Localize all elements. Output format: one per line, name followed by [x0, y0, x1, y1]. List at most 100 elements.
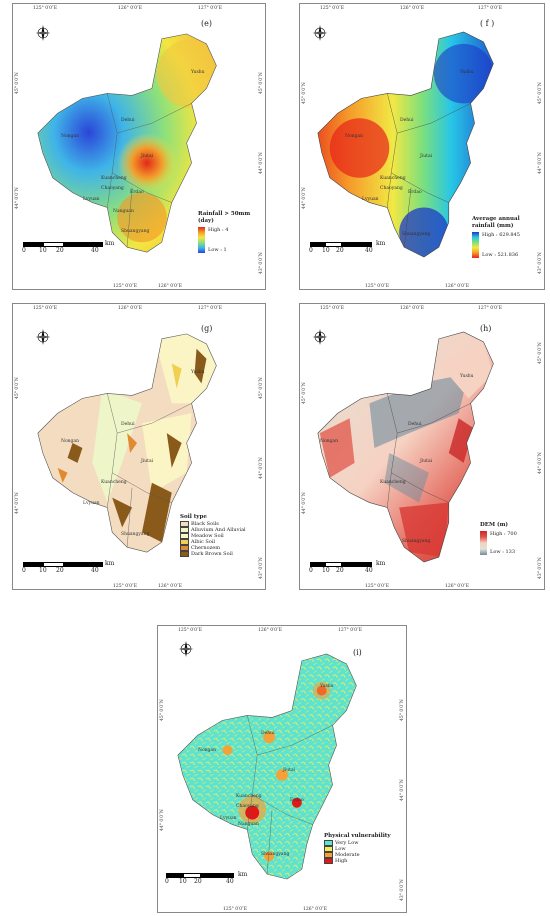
scale-tick-20: 20	[56, 247, 64, 254]
place-yushu: Yushu	[191, 370, 205, 375]
legend-physical-vulnerability: Physical vulnerability Very Low Low Mode…	[324, 833, 402, 864]
coord-top-3: 127° 0′0″E	[478, 306, 502, 311]
coord-top-2: 126° 0′0″E	[400, 6, 424, 11]
scale-tick-20: 20	[336, 247, 344, 254]
coord-bottom-2: 126° 0′0″E	[445, 284, 469, 289]
coord-bottom-2: 126° 0′0″E	[158, 584, 182, 589]
legend-item: Low	[324, 846, 402, 852]
legend-swatch	[324, 845, 333, 852]
place-lvyuan: Lvyuan	[362, 197, 379, 202]
legend-high: High : 629.845	[482, 231, 520, 238]
legend-item: Meadow Soil	[180, 533, 260, 539]
coord-bottom-1: 125° 0′0″E	[223, 907, 247, 912]
legend-swatch	[180, 520, 189, 527]
coord-left-2: 44° 0′0″N	[15, 187, 20, 209]
place-chaoyang: Chaoyang	[236, 804, 259, 809]
place-jiutai: Jiutai	[420, 154, 433, 159]
map-panel-f: ( f ) 125° 0′0″E 126° 0′0″E 127° 0′0″E 1…	[299, 3, 545, 290]
coord-top-1: 125° 0′0″E	[320, 6, 344, 11]
place-jiutai: Jiutai	[141, 154, 154, 159]
coord-left-1: 45° 0′0″N	[302, 82, 307, 104]
legend-item: Moderate	[324, 852, 402, 858]
scale-unit: km	[376, 560, 386, 567]
legend-annual-rainfall: Average annual rainfall (mm) High : 629.…	[472, 216, 538, 258]
place-nongan: Nongan	[61, 134, 80, 139]
place-chaoyang: Chaoyang	[380, 186, 403, 191]
coord-right-1: 45° 0′0″N	[259, 377, 264, 399]
legend-title: Physical vulnerability	[324, 833, 391, 839]
legend-low: Low : 521.836	[482, 251, 519, 258]
scale-tick-40: 40	[226, 878, 234, 885]
north-arrow-icon	[35, 326, 51, 348]
coord-left-1: 45° 0′0″N	[302, 382, 307, 404]
north-arrow-icon	[312, 326, 328, 348]
scale-bar: 0 10 20 40 km	[309, 560, 385, 574]
legend-item: Very Low	[324, 840, 402, 846]
place-lvyuan: Lvyuan	[220, 816, 237, 821]
scale-tick-0: 0	[22, 567, 26, 574]
legend-swatch	[324, 851, 333, 858]
map-panel-e: (e) 125° 0′0″E 126° 0′0″E 127° 0′0″E 125…	[12, 3, 266, 290]
coord-top-2: 126° 0′0″E	[400, 306, 424, 311]
legend-swatch	[324, 857, 333, 864]
place-jiutai: Jiutai	[420, 459, 433, 464]
scale-tick-40: 40	[91, 567, 99, 574]
coord-top-3: 127° 0′0″E	[478, 6, 502, 11]
legend-dem: DEM (m) High : 700 Low : 133	[480, 522, 540, 555]
coord-top-3: 127° 0′0″E	[338, 628, 362, 633]
place-dehui: Dehui	[261, 731, 275, 736]
legend-item: Chernozem	[180, 545, 260, 551]
coord-right-1: 45° 0′0″N	[538, 342, 543, 364]
coord-right-3: 43° 0′0″N	[538, 557, 543, 579]
legend-low: Low : 1	[208, 246, 227, 253]
place-kuancheng: Kuancheng	[236, 794, 262, 799]
scale-tick-40: 40	[91, 247, 99, 254]
legend-swatch	[180, 544, 189, 551]
legend-colorbar	[480, 530, 487, 555]
panel-label: ( f )	[480, 19, 495, 28]
place-shuangyang: Shuangyang	[402, 539, 431, 544]
scale-unit: km	[376, 240, 386, 247]
coord-left-2: 44° 0′0″N	[302, 492, 307, 514]
place-nongan: Nongan	[198, 748, 217, 753]
legend-low: Low : 133	[490, 548, 516, 555]
place-shuangyang: Shuangyang	[402, 232, 431, 237]
scale-tick-10: 10	[39, 247, 47, 254]
north-arrow-icon	[312, 22, 328, 44]
place-erdao: Erdao	[130, 190, 144, 195]
panel-label: (h)	[480, 324, 492, 333]
north-arrow-icon	[178, 638, 194, 660]
scale-tick-0: 0	[22, 247, 26, 254]
place-shuangyang: Shuangyang	[261, 852, 290, 857]
place-shuangyang: Shuangyang	[121, 229, 150, 234]
coord-top-3: 127° 0′0″E	[198, 306, 222, 311]
scale-tick-0: 0	[309, 567, 313, 574]
scale-tick-0: 0	[165, 878, 169, 885]
scale-tick-40: 40	[365, 247, 373, 254]
coord-right-3: 43° 0′0″N	[538, 252, 543, 274]
legend-high: High : 4	[208, 226, 229, 233]
coord-left-1: 45° 0′0″N	[160, 699, 165, 721]
coord-top-3: 127° 0′0″E	[198, 6, 222, 11]
place-kuancheng: Kuancheng	[380, 480, 406, 485]
panel-label: (i)	[353, 648, 362, 657]
legend-soil-type: Soil type Black Soils Alluvium And Alluv…	[180, 514, 260, 557]
legend-rainfall-days: Rainfall > 50mm (day) High : 4 Low : 1	[198, 211, 258, 253]
place-nongan: Nongan	[345, 134, 364, 139]
coord-left-2: 44° 0′0″N	[15, 492, 20, 514]
place-kuancheng: Kuancheng	[101, 480, 127, 485]
coord-bottom-1: 125° 0′0″E	[365, 584, 389, 589]
map-panel-g: (g) 125° 0′0″E 126° 0′0″E 127° 0′0″E 125…	[12, 303, 266, 590]
scale-tick-20: 20	[194, 878, 202, 885]
coord-right-1: 45° 0′0″N	[259, 72, 264, 94]
scale-tick-10: 10	[179, 878, 187, 885]
place-erdao: Erdao	[408, 190, 422, 195]
coord-bottom-2: 126° 0′0″E	[303, 907, 327, 912]
coord-right-3: 43° 0′0″N	[259, 557, 264, 579]
map-panel-i: (i) 125° 0′0″E 126° 0′0″E 127° 0′0″E 125…	[157, 625, 407, 913]
coord-top-1: 125° 0′0″E	[33, 306, 57, 311]
place-dehui: Dehui	[400, 118, 414, 123]
scale-bar: 0 10 20 40 km	[165, 871, 247, 885]
coord-right-1: 45° 0′0″N	[400, 699, 405, 721]
dem-map	[317, 331, 494, 563]
